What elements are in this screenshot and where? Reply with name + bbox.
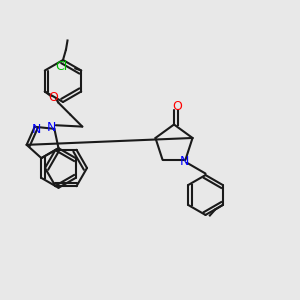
- Text: N: N: [47, 121, 56, 134]
- Text: Cl: Cl: [56, 59, 68, 73]
- Text: O: O: [173, 100, 182, 113]
- Text: O: O: [48, 91, 58, 104]
- Text: N: N: [179, 155, 189, 168]
- Text: N: N: [32, 123, 41, 136]
